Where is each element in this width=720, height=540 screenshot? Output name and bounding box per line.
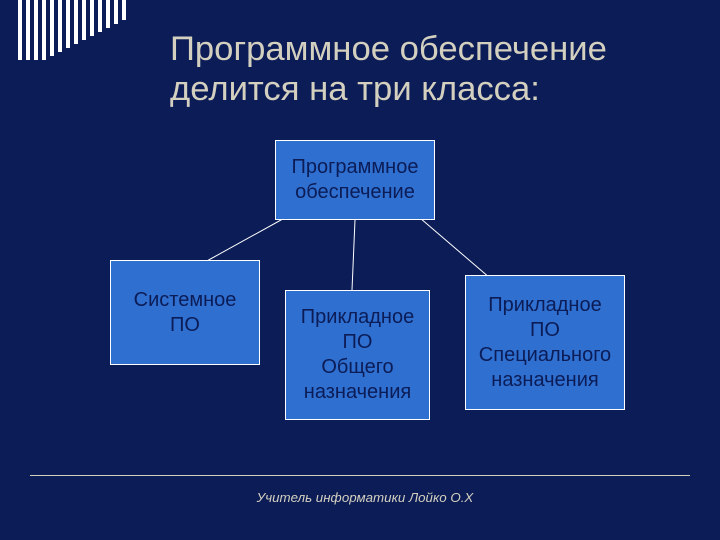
diagram-root-box: Программное обеспечение	[275, 140, 435, 220]
diagram-child-app-general: Прикладное ПО Общего назначения	[285, 290, 430, 420]
diagram-child-sys: Системное ПО	[110, 260, 260, 365]
corner-stripes	[18, 0, 126, 60]
footer-text: Учитель информатики Лойко О.Х	[235, 490, 495, 505]
diagram-child-app-special: Прикладное ПО Специального назначения	[465, 275, 625, 410]
slide: Программное обеспечение делится на три к…	[0, 0, 720, 540]
footer-rule	[30, 475, 690, 476]
slide-title: Программное обеспечение делится на три к…	[170, 30, 670, 110]
